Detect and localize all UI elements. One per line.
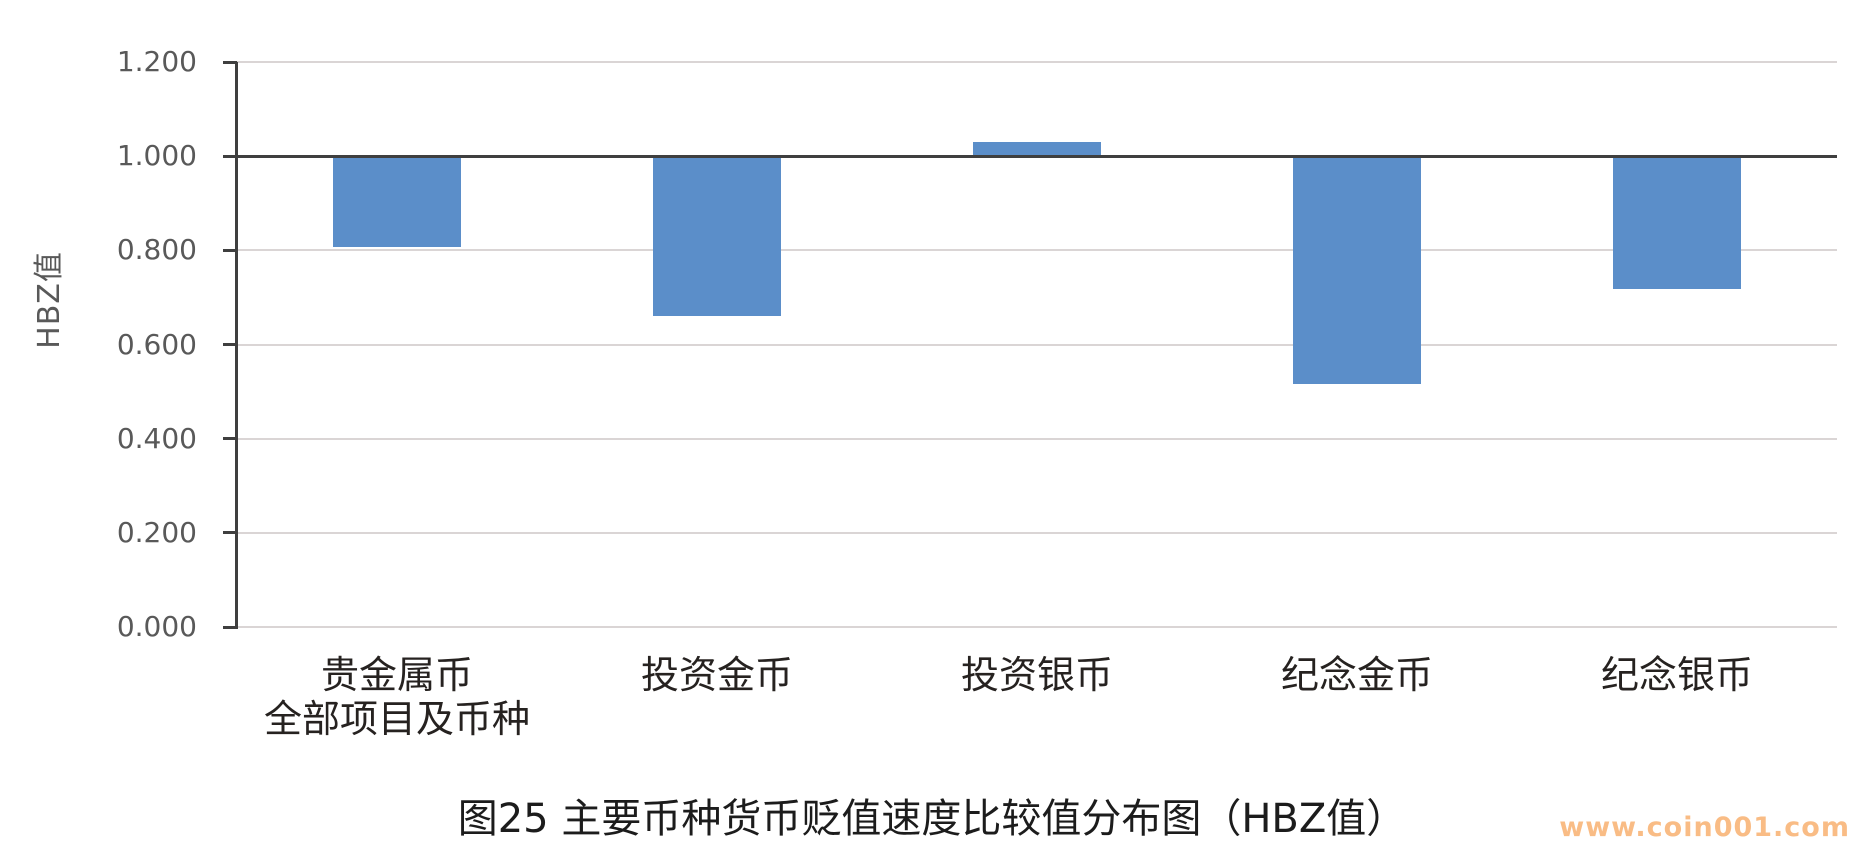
x-category-label: 纪念银币 [1600, 653, 1753, 697]
y-gridline [237, 531, 1837, 534]
y-gridline [237, 626, 1837, 628]
chart-caption: 图25 主要币种货币贬值速度比较值分布图（HBZ值） [457, 796, 1407, 842]
x-category-label: 投资金币 [640, 653, 793, 697]
bar [973, 141, 1101, 157]
y-axis-tickmark [223, 60, 237, 64]
y-axis-tickmark [223, 154, 237, 158]
y-gridline [237, 437, 1837, 440]
baseline-axis-line [237, 154, 1837, 158]
y-tick-label: 0.400 [116, 421, 197, 455]
y-tick-label: 0.200 [116, 515, 197, 549]
y-tick-label: 0.600 [116, 327, 197, 361]
y-axis-line [235, 62, 238, 629]
y-tick-label: 1.000 [116, 139, 197, 173]
y-gridline [237, 249, 1837, 252]
y-axis-tickmark [223, 343, 237, 346]
x-category-label: 投资银币 [960, 653, 1113, 697]
bar [1613, 156, 1741, 289]
x-category-label: 贵金属币 全部项目及币种 [263, 653, 530, 741]
y-tick-label: 1.200 [116, 45, 197, 78]
bar [333, 156, 461, 248]
y-tick-label: 0.000 [116, 610, 197, 643]
y-axis-tickmark [223, 437, 237, 441]
y-gridline [237, 61, 1837, 63]
y-gridline [237, 343, 1837, 346]
y-tick-label: 0.800 [116, 233, 197, 267]
x-category-label: 纪念金币 [1280, 653, 1433, 697]
bar [653, 156, 781, 317]
bar [1293, 156, 1421, 385]
watermark: www.coin001.com [1559, 812, 1850, 843]
y-axis-tickmark [223, 531, 237, 535]
y-axis-tickmark [223, 625, 237, 629]
y-axis-tickmark [223, 248, 237, 252]
